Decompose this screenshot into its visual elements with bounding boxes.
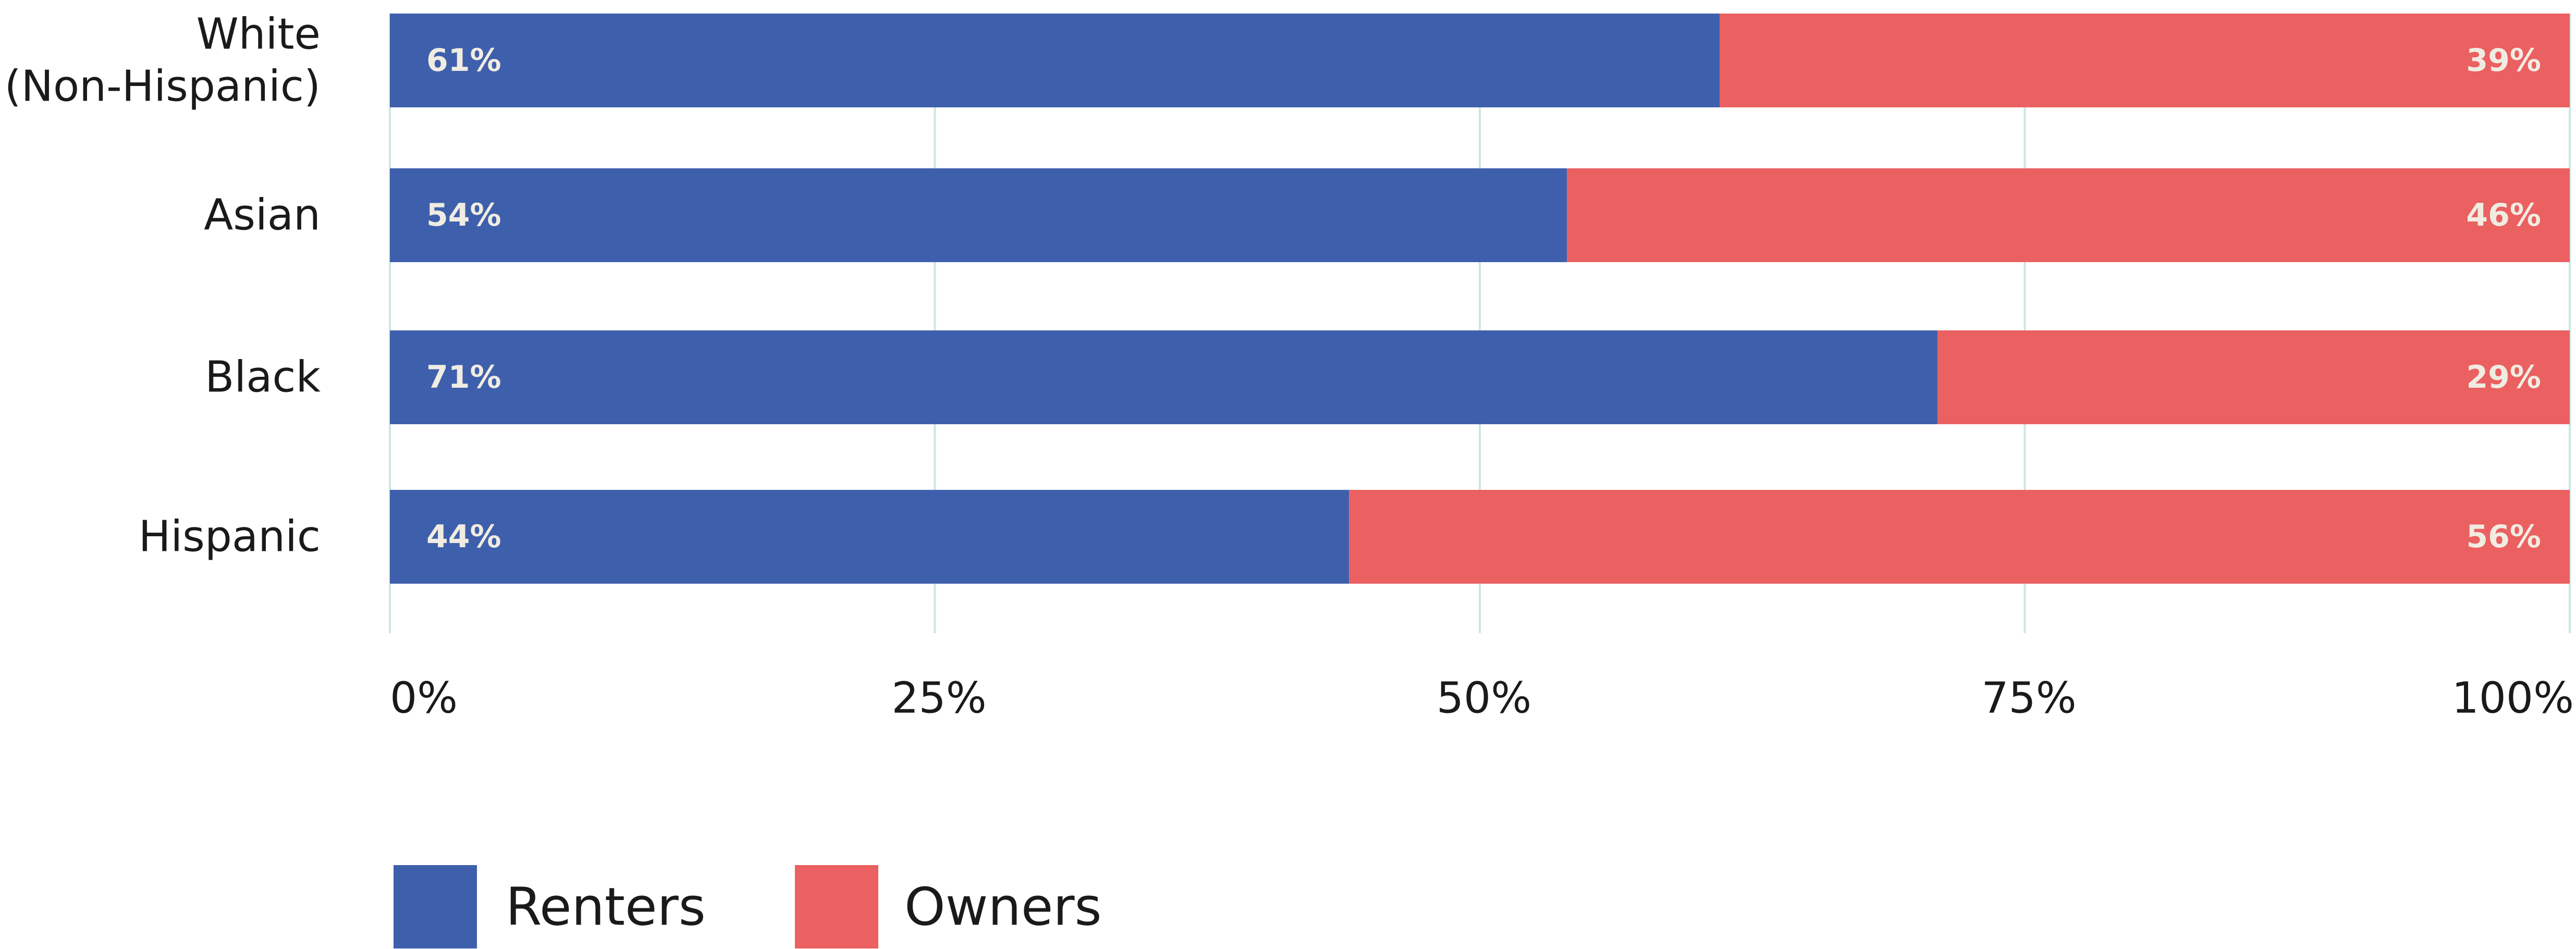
legend: Renters Owners [394, 865, 1102, 948]
category-label-1: Asian [204, 191, 321, 240]
data-label-renters-1: 54% [426, 197, 501, 233]
bar-renters-2 [390, 330, 1938, 424]
data-label-owners-3: 56% [2466, 519, 2541, 555]
data-label-renters-3: 44% [426, 519, 501, 555]
category-labels: White (Non-Hispanic) Asian Black Hispanic [5, 10, 321, 562]
bar-renters-0 [390, 14, 1720, 107]
legend-swatch-owners [795, 865, 878, 948]
category-label-2: Black [205, 353, 321, 402]
data-label-renters-2: 71% [426, 359, 501, 396]
data-label-owners-2: 29% [2466, 359, 2541, 396]
data-label-owners-1: 46% [2466, 197, 2541, 233]
x-tick-label-1: 25% [891, 674, 986, 723]
data-labels: 61% 39% 54% 46% 71% 29% 44% 56% [426, 42, 2541, 555]
legend-label-renters: Renters [506, 877, 706, 938]
bar-owners-0 [1720, 14, 2570, 107]
bar-renters-1 [390, 168, 1567, 262]
x-tick-label-0: 0% [390, 674, 458, 723]
legend-swatch-renters [394, 865, 477, 948]
legend-label-owners: Owners [904, 877, 1102, 938]
x-axis-tick-labels: 0% 25% 50% 75% 100% [390, 674, 2574, 723]
bar-renters-3 [390, 490, 1350, 584]
bar-owners-2 [1937, 330, 2570, 424]
bar-owners-3 [1349, 490, 2570, 584]
x-tick-label-3: 75% [1981, 674, 2076, 723]
data-label-owners-0: 39% [2466, 42, 2541, 79]
x-tick-label-4: 100% [2452, 674, 2574, 723]
category-label-0: White (Non-Hispanic) [5, 10, 321, 112]
data-label-renters-0: 61% [426, 42, 501, 79]
category-label-3: Hispanic [139, 512, 321, 562]
x-tick-label-2: 50% [1437, 674, 1531, 723]
bar-owners-1 [1567, 168, 2570, 262]
bars [390, 14, 2570, 584]
